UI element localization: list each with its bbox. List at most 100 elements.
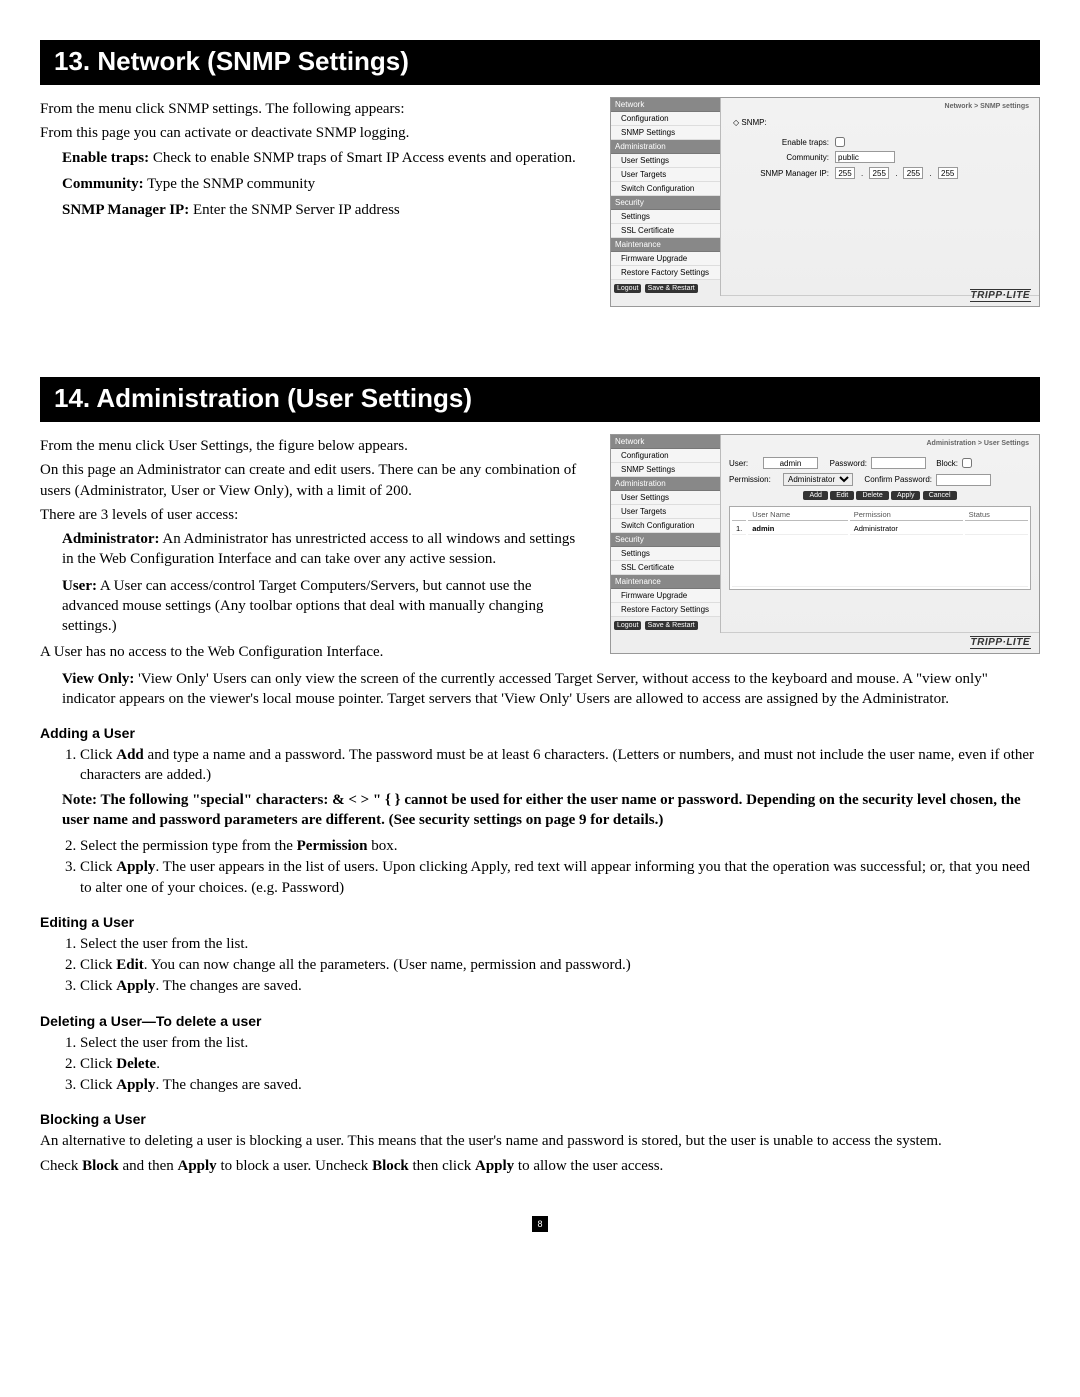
users-table: User Name Permission Status 1. admin Adm… xyxy=(729,506,1031,590)
sidebar-item-restore[interactable]: Restore Factory Settings xyxy=(611,266,720,280)
logout-button-2[interactable]: Logout xyxy=(614,621,641,630)
s14-p3: There are 3 levels of user access: xyxy=(40,505,590,525)
s14-p4: A User has no access to the Web Configur… xyxy=(40,642,590,662)
sidebar-item-switchconfig-2[interactable]: Switch Configuration xyxy=(611,519,720,533)
adding-step-3: Click Apply. The user appears in the lis… xyxy=(80,857,1040,898)
sidebar-cat-maint: Maintenance xyxy=(611,238,720,252)
user-text: A User can access/control Target Compute… xyxy=(62,578,544,635)
sidebar-item-snmp-2[interactable]: SNMP Settings xyxy=(611,463,720,477)
usersettings-screenshot: Network Configuration SNMP Settings Admi… xyxy=(610,434,1040,654)
s14-p1: From the menu click User Settings, the f… xyxy=(40,436,590,456)
sidebar-item-ssl-2[interactable]: SSL Certificate xyxy=(611,561,720,575)
user-label: User: xyxy=(62,578,97,594)
sidebar-cat-network: Network xyxy=(611,98,720,112)
add-button[interactable]: Add xyxy=(803,491,827,500)
sidebar-item-settings-2[interactable]: Settings xyxy=(611,547,720,561)
tripplite-logo: TRIPP·LITE xyxy=(970,289,1031,302)
blocking-user-heading: Blocking a User xyxy=(40,1111,1040,1127)
deleting-step-1: Select the user from the list. xyxy=(80,1033,1040,1053)
col-status: Status xyxy=(965,509,1028,521)
sidebar-item-usersettings[interactable]: User Settings xyxy=(611,154,720,168)
sidebar-cat-security-2: Security xyxy=(611,533,720,547)
confirm-password-input[interactable] xyxy=(936,474,991,486)
s13-enable-traps: Enable traps: Check to enable SNMP traps… xyxy=(40,148,590,168)
lbl-perm: Permission: xyxy=(729,475,779,484)
snmp-screenshot: Network Configuration SNMP Settings Admi… xyxy=(610,97,1040,307)
editing-user-heading: Editing a User xyxy=(40,914,1040,930)
editing-step-3: Click Apply. The changes are saved. xyxy=(80,976,1040,996)
community-input[interactable] xyxy=(835,151,895,163)
ip-oct-4[interactable] xyxy=(938,167,958,179)
adding-step-1: Click Add and type a name and a password… xyxy=(80,745,1040,786)
user-input[interactable] xyxy=(763,457,818,469)
row-num: 1. xyxy=(732,523,746,535)
sidebar-item-snmp[interactable]: SNMP Settings xyxy=(611,126,720,140)
breadcrumb: Network > SNMP settings xyxy=(729,102,1031,116)
apply-button[interactable]: Apply xyxy=(891,491,921,500)
breadcrumb-2: Administration > User Settings xyxy=(729,439,1031,453)
s13-intro2: From this page you can activate or deact… xyxy=(40,123,590,143)
save-restart-button[interactable]: Save & Restart xyxy=(645,284,698,293)
adding-user-heading: Adding a User xyxy=(40,725,1040,741)
enable-traps-checkbox[interactable] xyxy=(835,137,845,147)
edit-button[interactable]: Edit xyxy=(830,491,854,500)
sidebar-item-switchconfig[interactable]: Switch Configuration xyxy=(611,182,720,196)
adding-step-2: Select the permission type from the Perm… xyxy=(80,836,1040,856)
blocking-p1: An alternative to deleting a user is blo… xyxy=(40,1131,1040,1151)
lbl-confirm: Confirm Password: xyxy=(857,475,932,484)
s13-intro1: From the menu click SNMP settings. The f… xyxy=(40,99,590,119)
deleting-step-2: Click Delete. xyxy=(80,1054,1040,1074)
sidebar-item-usertargets[interactable]: User Targets xyxy=(611,168,720,182)
cancel-button[interactable]: Cancel xyxy=(923,491,957,500)
delete-button[interactable]: Delete xyxy=(856,491,888,500)
manager-text: Enter the SNMP Server IP address xyxy=(189,202,400,218)
row-user: admin xyxy=(748,523,847,535)
community-ui-label: Community: xyxy=(729,153,829,162)
sidebar-item-configuration-2[interactable]: Configuration xyxy=(611,449,720,463)
sidebar-item-firmware-2[interactable]: Firmware Upgrade xyxy=(611,589,720,603)
save-restart-button-2[interactable]: Save & Restart xyxy=(645,621,698,630)
s14-p2: On this page an Administrator can create… xyxy=(40,460,590,501)
s14-viewonly: View Only: 'View Only' Users can only vi… xyxy=(40,669,1040,710)
password-input[interactable] xyxy=(871,457,926,469)
s14-user: User: A User can access/control Target C… xyxy=(40,576,590,637)
editing-step-2: Click Edit. You can now change all the p… xyxy=(80,955,1040,975)
tripplite-logo-2: TRIPP·LITE xyxy=(970,636,1031,649)
managerip-label: SNMP Manager IP: xyxy=(729,169,829,178)
traps-label: Enable traps: xyxy=(729,138,829,147)
ip-oct-1[interactable] xyxy=(835,167,855,179)
lbl-pass: Password: xyxy=(822,459,867,468)
sidebar-2: Network Configuration SNMP Settings Admi… xyxy=(611,435,721,633)
ip-oct-2[interactable] xyxy=(869,167,889,179)
s14-admin: Administrator: An Administrator has unre… xyxy=(40,529,590,570)
col-username: User Name xyxy=(748,509,847,521)
lbl-user: User: xyxy=(729,459,759,468)
sidebar-item-usersettings-2[interactable]: User Settings xyxy=(611,491,720,505)
sidebar: Network Configuration SNMP Settings Admi… xyxy=(611,98,721,296)
permission-select[interactable]: Administrator xyxy=(783,473,853,486)
lbl-block: Block: xyxy=(930,459,958,468)
viewonly-text: 'View Only' Users can only view the scre… xyxy=(62,671,988,707)
section-13-header: 13. Network (SNMP Settings) xyxy=(40,40,1040,85)
table-row[interactable]: 1. admin Administrator xyxy=(732,523,1028,535)
deleting-step-3: Click Apply. The changes are saved. xyxy=(80,1075,1040,1095)
sidebar-item-usertargets-2[interactable]: User Targets xyxy=(611,505,720,519)
sidebar-item-configuration[interactable]: Configuration xyxy=(611,112,720,126)
enable-traps-label: Enable traps: xyxy=(62,150,149,166)
admin-label: Administrator: xyxy=(62,531,160,547)
community-text: Type the SNMP community xyxy=(144,176,315,192)
section-14-header: 14. Administration (User Settings) xyxy=(40,377,1040,422)
ip-oct-3[interactable] xyxy=(903,167,923,179)
sidebar-item-firmware[interactable]: Firmware Upgrade xyxy=(611,252,720,266)
manager-label: SNMP Manager IP: xyxy=(62,202,189,218)
snmp-legend: ◇ SNMP: xyxy=(729,116,1031,133)
sidebar-item-restore-2[interactable]: Restore Factory Settings xyxy=(611,603,720,617)
sidebar-item-settings[interactable]: Settings xyxy=(611,210,720,224)
logout-button[interactable]: Logout xyxy=(614,284,641,293)
blocking-p2: Check Block and then Apply to block a us… xyxy=(40,1156,1040,1176)
deleting-user-heading: Deleting a User—To delete a user xyxy=(40,1013,1040,1029)
editing-step-1: Select the user from the list. xyxy=(80,934,1040,954)
sidebar-item-ssl[interactable]: SSL Certificate xyxy=(611,224,720,238)
enable-traps-text: Check to enable SNMP traps of Smart IP A… xyxy=(149,150,576,166)
block-checkbox[interactable] xyxy=(962,458,972,468)
